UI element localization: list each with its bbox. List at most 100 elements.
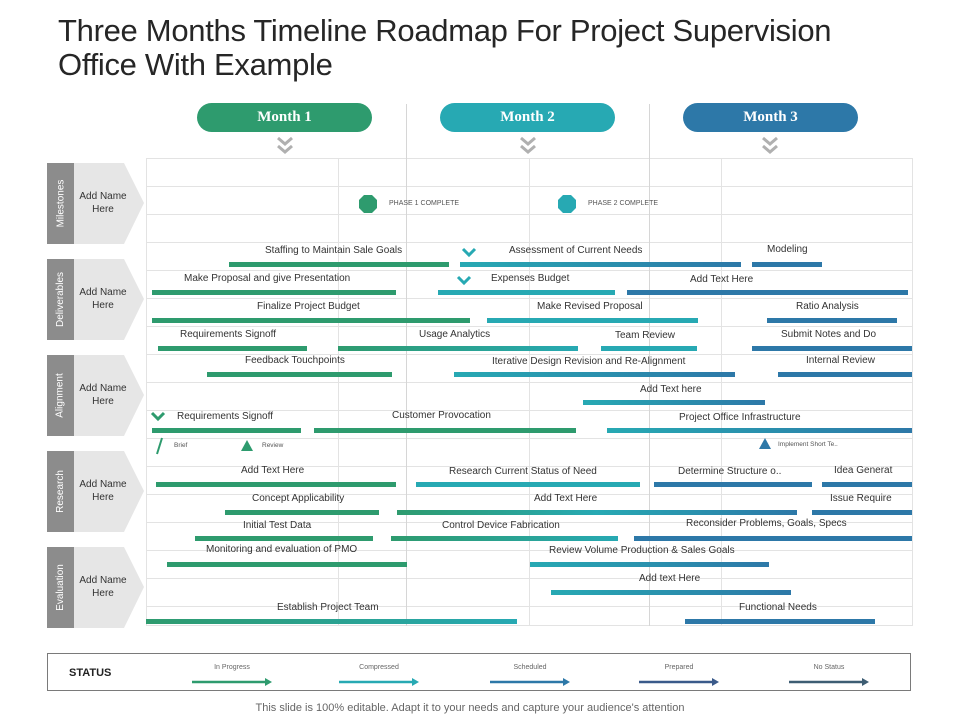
chevron-down-icon xyxy=(520,136,536,154)
task-bar[interactable] xyxy=(416,482,640,487)
task-label: Requirements Signoff xyxy=(177,411,273,422)
task-label: Reconsider Problems, Goals, Specs xyxy=(686,518,847,529)
task-label: Review Volume Production & Sales Goals xyxy=(549,545,735,556)
task-bar[interactable] xyxy=(152,290,396,295)
category-deliverables: Deliverables xyxy=(47,259,74,340)
page-title: Three Months Timeline Roadmap For Projec… xyxy=(58,13,832,82)
task-bar[interactable] xyxy=(438,290,615,295)
task-bar[interactable] xyxy=(314,428,576,433)
task-bar[interactable] xyxy=(530,562,769,567)
task-bar[interactable] xyxy=(391,536,618,541)
status-item-compressed: Compressed xyxy=(339,664,419,686)
category-research: Research xyxy=(47,451,74,532)
task-bar[interactable] xyxy=(607,428,912,433)
task-bar[interactable] xyxy=(487,318,698,323)
checkmark-icon xyxy=(461,247,477,258)
category-name-research: Add Name Here xyxy=(74,451,144,532)
task-label: Functional Needs xyxy=(739,602,817,613)
review-label: Review xyxy=(262,442,284,449)
status-label: In Progress xyxy=(214,664,250,671)
task-label: Usage Analytics xyxy=(419,329,491,340)
task-label: Idea Generat xyxy=(834,465,893,476)
task-bar[interactable] xyxy=(685,619,875,624)
arrow-right-icon xyxy=(490,678,570,686)
task-label: Customer Provocation xyxy=(392,410,491,421)
task-label: Staffing to Maintain Sale Goals xyxy=(265,245,403,256)
status-label: Compressed xyxy=(359,664,399,671)
task-bar[interactable] xyxy=(167,562,407,567)
task-bar[interactable] xyxy=(338,346,578,351)
review-triangle-icon xyxy=(241,440,253,451)
status-title: STATUS xyxy=(69,667,112,679)
task-bar[interactable] xyxy=(551,590,791,595)
task-bar[interactable] xyxy=(158,346,307,351)
status-legend: STATUS In Progress Compressed Scheduled … xyxy=(47,653,911,691)
task-bar[interactable] xyxy=(225,510,379,515)
status-item-in-progress: In Progress xyxy=(192,664,272,686)
checkmark-icon xyxy=(150,411,166,422)
footer-note: This slide is 100% editable. Adapt it to… xyxy=(255,702,685,714)
milestone-octagon-icon xyxy=(359,195,377,213)
task-bar[interactable] xyxy=(156,482,396,487)
task-bar[interactable] xyxy=(195,536,373,541)
task-bar[interactable] xyxy=(822,482,912,487)
task-label: Make Proposal and give Presentation xyxy=(184,273,351,284)
category-milestones: Milestones xyxy=(47,163,74,244)
task-label: Issue Require xyxy=(830,493,892,504)
status-label: Prepared xyxy=(664,664,694,671)
category-evaluation: Evaluation xyxy=(47,547,74,628)
month-divider xyxy=(649,104,650,626)
category-name-evaluation: Add Name Here xyxy=(74,547,144,628)
task-bar[interactable] xyxy=(778,372,912,377)
task-label: Add text Here xyxy=(639,573,701,584)
task-label: Research Current Status of Need xyxy=(449,466,597,477)
milestone-label: PHASE 1 COMPLETE xyxy=(389,200,460,207)
category-alignment: Alignment xyxy=(47,355,74,436)
task-bar[interactable] xyxy=(812,510,912,515)
task-bar[interactable] xyxy=(654,482,812,487)
category-name-alignment: Add Name Here xyxy=(74,355,144,436)
task-label: Expenses Budget xyxy=(491,273,570,284)
task-label: Add Text Here xyxy=(534,493,598,504)
task-bar[interactable] xyxy=(397,510,797,515)
category-name-milestones: Add Name Here xyxy=(74,163,144,244)
arrow-right-icon xyxy=(639,678,719,686)
task-label: Modeling xyxy=(767,244,808,255)
status-item-scheduled: Scheduled xyxy=(490,664,570,686)
status-item-no-status: No Status xyxy=(789,664,869,686)
task-label: Determine Structure o.. xyxy=(678,466,782,477)
category-name-deliverables: Add Name Here xyxy=(74,259,144,340)
task-bar[interactable] xyxy=(601,346,697,351)
task-bar[interactable] xyxy=(627,290,908,295)
status-label: Scheduled xyxy=(513,664,547,671)
task-label: Internal Review xyxy=(806,355,875,366)
task-label: Control Device Fabrication xyxy=(442,520,560,531)
task-label: Finalize Project Budget xyxy=(257,301,360,312)
task-bar[interactable] xyxy=(583,400,765,405)
task-label: Monitoring and evaluation of PMO xyxy=(206,544,358,555)
task-bar[interactable] xyxy=(752,262,822,267)
task-label: Establish Project Team xyxy=(277,602,379,613)
task-bar[interactable] xyxy=(752,346,912,351)
task-label: Iterative Design Revision and Re-Alignme… xyxy=(492,356,686,367)
arrow-right-icon xyxy=(339,678,419,686)
task-bar[interactable] xyxy=(146,619,517,624)
task-bar[interactable] xyxy=(460,262,741,267)
task-bar[interactable] xyxy=(634,536,912,541)
task-label: Add Text here xyxy=(640,384,702,395)
task-bar[interactable] xyxy=(152,318,470,323)
task-bar[interactable] xyxy=(767,318,897,323)
task-label: Feedback Touchpoints xyxy=(245,355,345,366)
task-bar[interactable] xyxy=(207,372,392,377)
task-label: Team Review xyxy=(615,330,676,341)
month-3-header: Month 3 xyxy=(683,103,858,132)
task-bar[interactable] xyxy=(229,262,449,267)
task-bar[interactable] xyxy=(454,372,735,377)
arrow-right-icon xyxy=(789,678,869,686)
milestone-octagon-icon xyxy=(558,195,576,213)
task-bar[interactable] xyxy=(152,428,301,433)
task-label: Project Office Infrastructure xyxy=(679,412,801,423)
milestone-label: PHASE 2 COMPLETE xyxy=(588,200,659,207)
implement-label: Implement Short Te.. xyxy=(778,441,838,448)
chevron-down-icon xyxy=(277,136,293,154)
